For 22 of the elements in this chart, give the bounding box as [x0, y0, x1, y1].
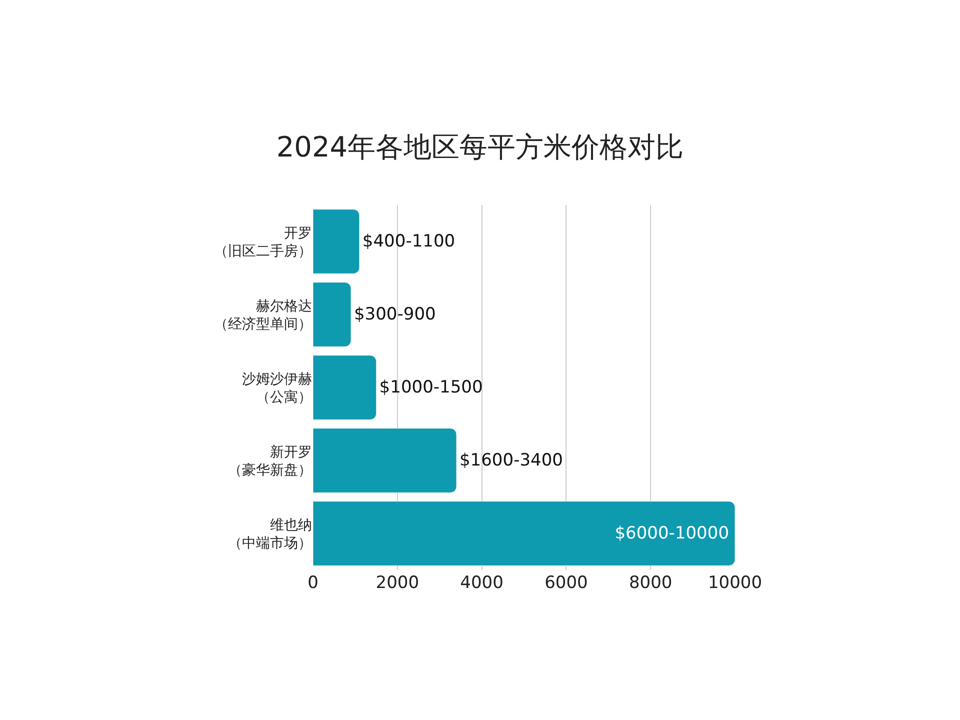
data-label: $1600-3400 [459, 450, 563, 470]
data-label: $400-1100 [362, 232, 456, 252]
data-label: $1000-1500 [379, 378, 483, 398]
bar [313, 428, 457, 493]
y-tick-label: 新开罗（豪华新盘） [228, 444, 312, 478]
x-tick-label: 10000 [708, 573, 762, 593]
data-label: $300-900 [354, 304, 436, 324]
chart-title: 2024年各地区每平方米价格对比 [276, 130, 684, 164]
bar [313, 501, 735, 566]
bar [313, 355, 377, 420]
x-tick-label: 2000 [376, 573, 420, 593]
y-tick-label: 赫尔格达（经济型单间） [214, 298, 312, 332]
x-tick-label: 4000 [460, 573, 504, 593]
x-tick-label: 0 [308, 573, 318, 593]
y-tick-label: 沙姆沙伊赫（公寓） [242, 371, 312, 406]
data-label: $6000-10000 [614, 524, 729, 544]
y-tick-label: 开罗（旧区二手房） [214, 225, 312, 260]
y-tick-label: 维也纳（中端市场） [228, 517, 312, 552]
x-tick-label: 6000 [544, 573, 588, 593]
bar [313, 209, 360, 274]
x-tick-label: 8000 [628, 573, 672, 593]
bar [313, 282, 352, 347]
